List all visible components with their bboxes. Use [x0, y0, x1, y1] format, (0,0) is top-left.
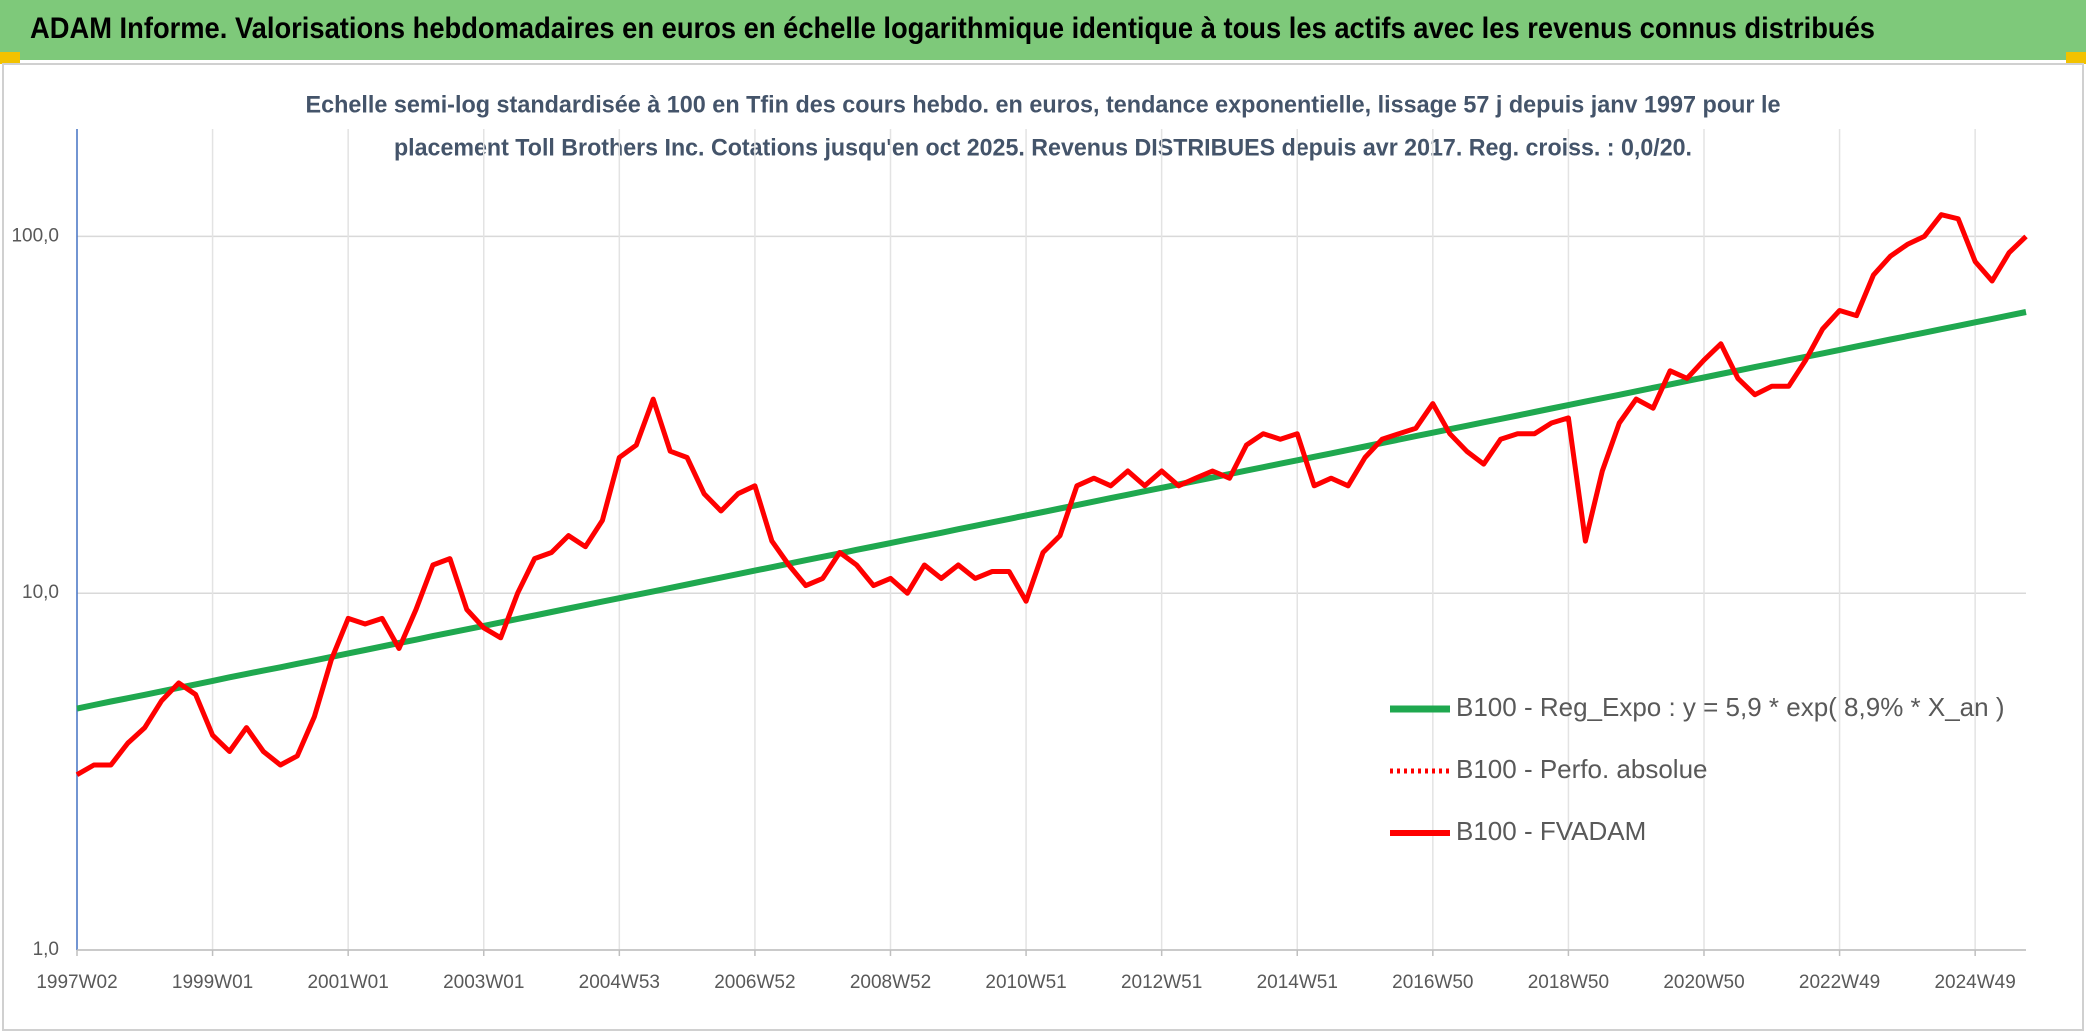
- x-tick-label: 2012W51: [1121, 972, 1202, 993]
- y-tick-label: 100,0: [11, 225, 59, 246]
- x-tick-label: 2016W50: [1392, 972, 1473, 993]
- legend-label: B100 - Perfo. absolue: [1456, 754, 1708, 784]
- x-tick-label: 1999W01: [172, 972, 253, 993]
- chart-subtitle: placement Toll Brothers Inc. Cotations j…: [394, 134, 1692, 161]
- x-tick-label: 2022W49: [1799, 972, 1880, 993]
- x-tick-label: 2008W52: [850, 972, 931, 993]
- series-line: [75, 212, 2028, 777]
- x-tick-label: 2014W51: [1257, 972, 1338, 993]
- x-tick-label: 2004W53: [579, 972, 660, 993]
- chart-title: ADAM Informe. Valorisations hebdomadaire…: [30, 12, 1875, 45]
- chart-frame: [2, 63, 2084, 1031]
- legend-label: B100 - Reg_Expo : y = 5,9 * exp( 8,9% * …: [1456, 692, 2005, 722]
- x-tick-label: 2006W52: [714, 972, 795, 993]
- y-tick-label: 10,0: [22, 582, 59, 603]
- x-tick-label: 2003W01: [443, 972, 524, 993]
- x-tick-label: 2020W50: [1663, 972, 1744, 993]
- x-tick-label: 2001W01: [307, 972, 388, 993]
- legend-label: B100 - FVADAM: [1456, 816, 1646, 846]
- x-tick-label: 2018W50: [1528, 972, 1609, 993]
- x-tick-label: 1997W02: [36, 972, 117, 993]
- corner: [0, 52, 20, 64]
- x-tick-label: 2010W51: [985, 972, 1066, 993]
- corner: [2066, 52, 2086, 64]
- x-tick-label: 2024W49: [1934, 972, 2015, 993]
- y-tick-label: 1,0: [33, 939, 59, 960]
- title-bar: [0, 0, 2086, 60]
- chart-subtitle: Echelle semi-log standardisée à 100 en T…: [306, 91, 1781, 118]
